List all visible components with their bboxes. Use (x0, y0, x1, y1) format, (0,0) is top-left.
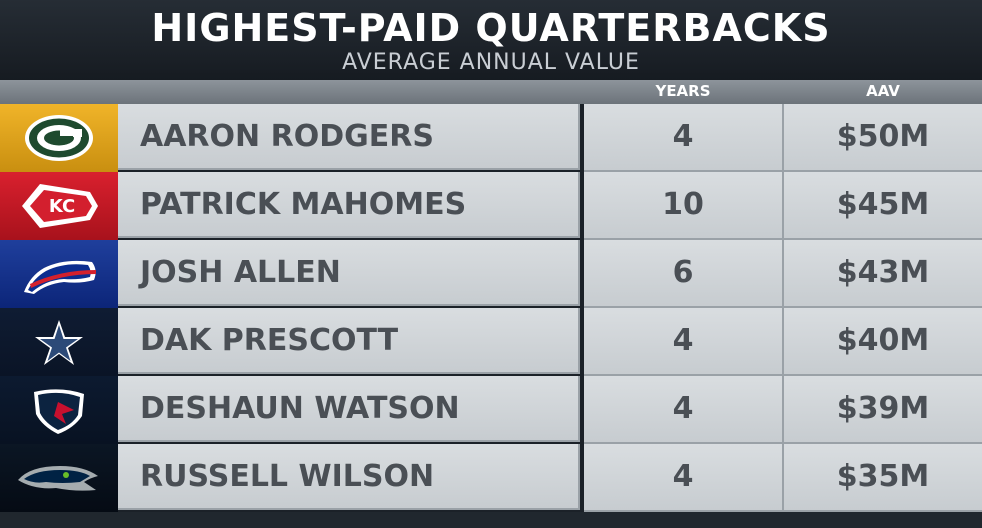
table-row: DAK PRESCOTT 4 $40M (0, 308, 982, 376)
aav: $45M (784, 172, 982, 240)
years: 4 (584, 444, 784, 512)
team-logo (0, 308, 118, 376)
player-name: AARON RODGERS (118, 104, 580, 170)
team-logo: KC (0, 172, 118, 240)
player-name: DESHAUN WATSON (118, 376, 580, 442)
player-name: DAK PRESCOTT (118, 308, 580, 374)
title: HIGHEST-PAID QUARTERBACKS (151, 6, 831, 50)
title-bar (0, 0, 982, 80)
team-logo (0, 376, 118, 444)
aav: $35M (784, 444, 982, 512)
footer-bar (0, 512, 982, 528)
column-header: YEARS (655, 82, 711, 100)
table-row: RUSSELL WILSON 4 $35M (0, 444, 982, 512)
years: 4 (584, 104, 784, 172)
table-row: KC PATRICK MAHOMES 10 $45M (0, 172, 982, 240)
aav: $43M (784, 240, 982, 308)
header-row (0, 80, 982, 104)
subtitle: AVERAGE ANNUAL VALUE (342, 50, 640, 75)
team-logo (0, 444, 118, 512)
player-name: RUSSELL WILSON (118, 444, 580, 510)
years: 4 (584, 308, 784, 376)
years: 10 (584, 172, 784, 240)
table-row: DESHAUN WATSON 4 $39M (0, 376, 982, 444)
player-name: PATRICK MAHOMES (118, 172, 580, 238)
player-name: JOSH ALLEN (118, 240, 580, 306)
svg-text:KC: KC (49, 196, 75, 217)
years: 6 (584, 240, 784, 308)
aav: $39M (784, 376, 982, 444)
table-row: AARON RODGERS 4 $50M (0, 104, 982, 172)
column-header: AAV (866, 82, 900, 100)
table-row: JOSH ALLEN 6 $43M (0, 240, 982, 308)
team-logo (0, 104, 118, 172)
years: 4 (584, 376, 784, 444)
aav: $40M (784, 308, 982, 376)
aav: $50M (784, 104, 982, 172)
team-logo (0, 240, 118, 308)
